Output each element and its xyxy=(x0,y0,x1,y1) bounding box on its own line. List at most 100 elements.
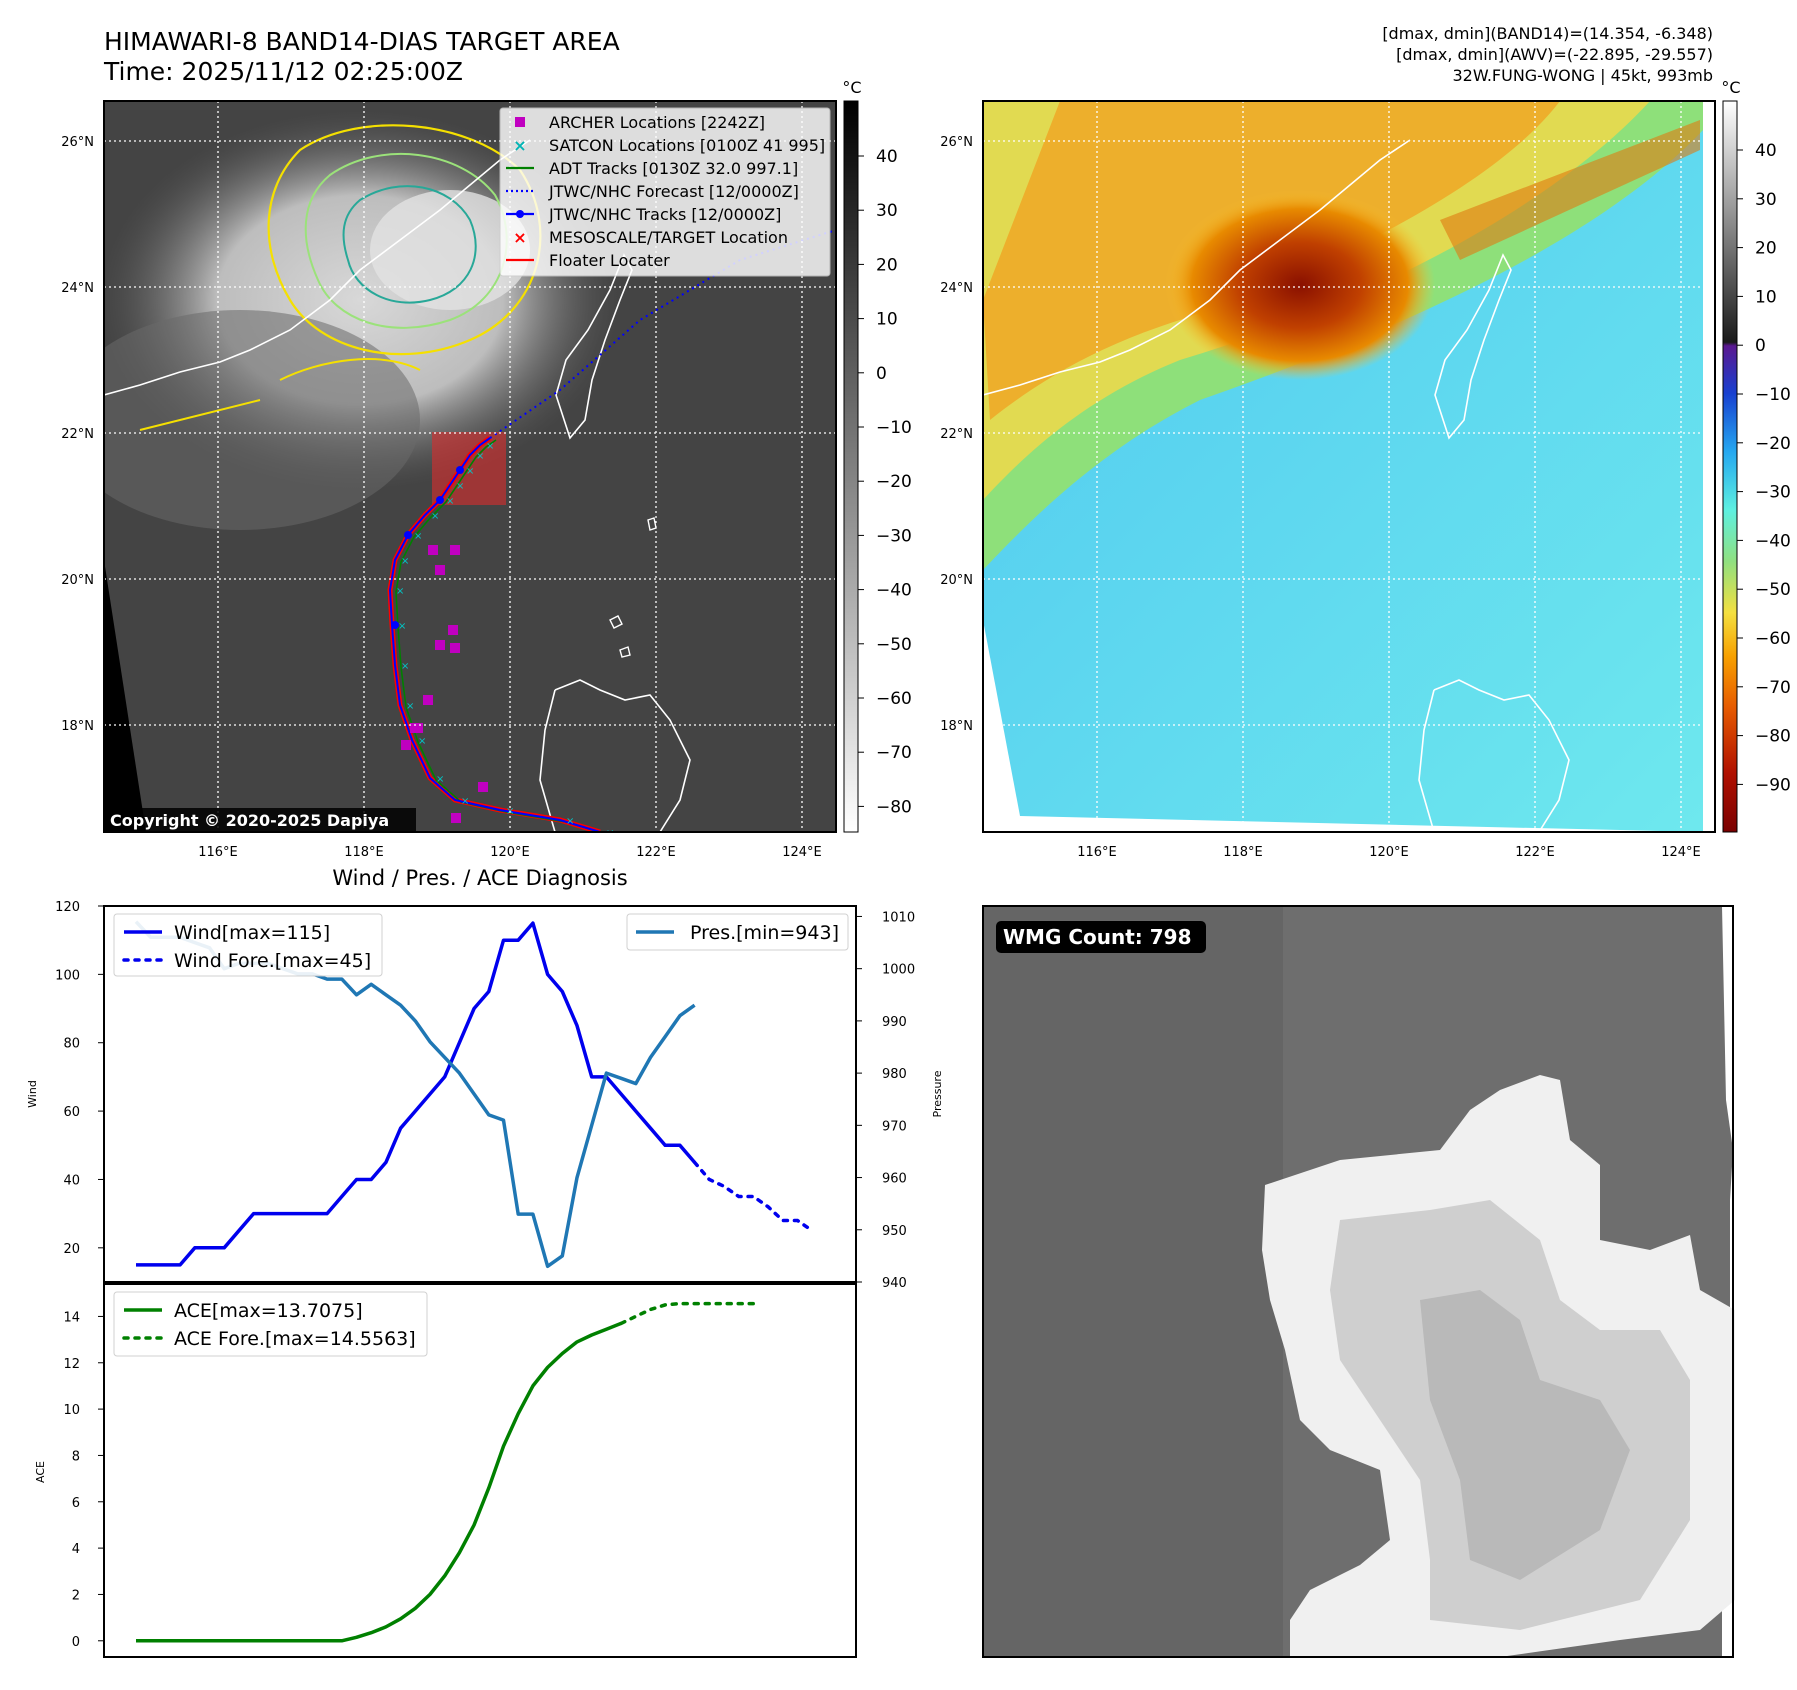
wmg-cloud-center xyxy=(1420,1290,1630,1580)
archer-marker xyxy=(448,625,458,635)
luzon-coastline-2 xyxy=(1418,679,1570,832)
contour-yellow-edge xyxy=(139,358,421,431)
colorbar-tick-label: −10 xyxy=(1755,385,1791,405)
colorbar-tick-label: −20 xyxy=(876,472,912,492)
satcon-marker: × xyxy=(431,511,439,522)
ytick-label: 40 xyxy=(63,1173,80,1188)
contour-yellow xyxy=(267,124,542,356)
satcon-marker: × xyxy=(398,621,406,632)
dmax-awv: [dmax, dmin](AWV)=(-22.895, -29.557) xyxy=(1396,45,1713,64)
legend-marker-dot xyxy=(516,210,524,218)
legend-item-label: JTWC/NHC Tracks [12/0000Z] xyxy=(548,205,781,224)
satcon-marker: × xyxy=(466,466,474,477)
lon-tick-label: 124°E xyxy=(782,845,822,860)
lon-tick-label: 124°E xyxy=(1661,845,1701,860)
color-colorbar xyxy=(1722,100,1738,833)
gray-colorbar xyxy=(843,100,859,833)
satcon-marker: × xyxy=(446,496,454,507)
ytick-label: 960 xyxy=(882,1172,907,1187)
archer-marker xyxy=(428,545,438,555)
wind-line xyxy=(136,921,696,1267)
pressure-legend-box xyxy=(626,913,849,951)
satcon-marker: × xyxy=(406,701,414,712)
cloud-band xyxy=(104,310,420,530)
colorbar-tick-label: 10 xyxy=(1755,287,1777,307)
colorbar-tick-label: 0 xyxy=(1755,336,1766,356)
ytick-label: 980 xyxy=(882,1067,907,1082)
storm-info: 32W.FUNG-WONG | 45kt, 993mb xyxy=(1452,66,1713,85)
ace-legend-box xyxy=(113,1291,428,1357)
wind-yticks: 20 40 60 80 100 120 xyxy=(55,900,104,1257)
satcon-marker: × xyxy=(418,736,426,747)
lat-tick-label: 20°N xyxy=(61,573,94,588)
archer-marker xyxy=(410,723,420,733)
colorbar-tick-label: −80 xyxy=(876,797,912,817)
archer-marker xyxy=(451,813,461,823)
ytick-label: 10 xyxy=(63,1403,80,1418)
legend-item-label: ARCHER Locations [2242Z] xyxy=(549,113,765,132)
no-data-wedge xyxy=(104,560,146,832)
colorbar-tick-label: −40 xyxy=(1755,531,1791,551)
colorbar-tick-label: −40 xyxy=(876,581,912,601)
colorbar-tick-label: 30 xyxy=(1755,190,1777,210)
track-legend: ARCHER Locations [2242Z] × SATCON Location… xyxy=(499,107,831,277)
colorbar-tick-label: −60 xyxy=(876,689,912,709)
colorbar-tick-label: −30 xyxy=(876,526,912,546)
awv-dry-core xyxy=(1165,190,1435,380)
legend-item-label: SATCON Locations [0100Z 41 995] xyxy=(549,136,825,155)
satcon-marker: × xyxy=(401,661,409,672)
satcon-marker: × xyxy=(401,556,409,567)
colorbar-tick-label: −70 xyxy=(876,743,912,763)
awv-map-frame xyxy=(982,100,1716,833)
ytick-label: 990 xyxy=(882,1015,907,1030)
colorbar-tick-label: 20 xyxy=(1755,239,1777,259)
ytick-label: 1000 xyxy=(882,963,915,978)
ace-ylabel: ACE xyxy=(34,1461,47,1483)
colorbar-tick-label: −90 xyxy=(1755,775,1791,795)
taiwan-coastline-2 xyxy=(1434,253,1512,440)
ace-yticks: 0 2 4 6 8 10 12 14 xyxy=(63,1310,104,1650)
cloud-core xyxy=(370,190,530,310)
archer-marker xyxy=(401,740,411,750)
ace-line xyxy=(136,1321,622,1643)
archer-marker xyxy=(450,545,460,555)
wmg-frame xyxy=(982,905,1734,1658)
ytick-label: 0 xyxy=(72,1635,80,1650)
ytick-label: 2 xyxy=(72,1588,80,1603)
legend-marker-square xyxy=(515,117,525,127)
wind-legend-box xyxy=(113,913,383,977)
legend-box xyxy=(499,107,831,277)
ir-map-panel: ×××××××××××××××××× Copyright © 2020-2025… xyxy=(103,78,912,839)
figure-time: Time: 2025/11/12 02:25:00Z xyxy=(103,57,463,86)
color-colorbar-ticks: 40 30 20 10 0 −10 −20 −30 −40 −50 −60 −70 −80 −90 xyxy=(1737,141,1791,795)
ace-fore-legend-label: ACE Fore.[max=14.5563] xyxy=(174,1328,416,1350)
colorbar-tick-label: −10 xyxy=(876,418,912,438)
lat-tick-label: 24°N xyxy=(61,281,94,296)
jtwc-track-point xyxy=(391,621,399,629)
legend-item-label: ADT Tracks [0130Z 32.0 997.1] xyxy=(549,159,798,178)
lat-tick-label: 18°N xyxy=(61,719,94,734)
jtwc-track-point xyxy=(456,466,464,474)
colorbar-tick-label: 40 xyxy=(1755,141,1777,161)
satcon-marker: × xyxy=(476,451,484,462)
satcon-marker: × xyxy=(566,816,574,827)
colorbar-tick-label: 30 xyxy=(876,201,898,221)
wmg-count-label: WMG Count: 798 xyxy=(1003,925,1192,949)
legend-marker-x: × xyxy=(513,228,526,247)
pressure-legend-label: Pres.[min=943] xyxy=(690,922,839,944)
satcon-marker: × xyxy=(436,774,444,785)
diagnosis-panel: Wind / Pres. / ACE Diagnosis 20406080100… xyxy=(26,866,944,1658)
colorbar-tick-label: −50 xyxy=(1755,580,1791,600)
ytick-label: 80 xyxy=(63,1037,80,1052)
colorbar-tick-label: 20 xyxy=(876,255,898,275)
legend-items: ARCHER Locations [2242Z] × SATCON Location… xyxy=(506,113,825,270)
satcon-marker: × xyxy=(606,828,614,839)
lon-tick-label: 118°E xyxy=(344,845,384,860)
lat-tick-label: 26°N xyxy=(61,135,94,150)
wind-fore-legend-label: Wind Fore.[max=45] xyxy=(174,950,371,972)
satcon-marker: × xyxy=(396,586,404,597)
storm-tracks: ×××××××××××××××××× xyxy=(387,229,836,839)
satcon-marker: × xyxy=(456,481,464,492)
lat-tick-label: 18°N xyxy=(940,719,973,734)
